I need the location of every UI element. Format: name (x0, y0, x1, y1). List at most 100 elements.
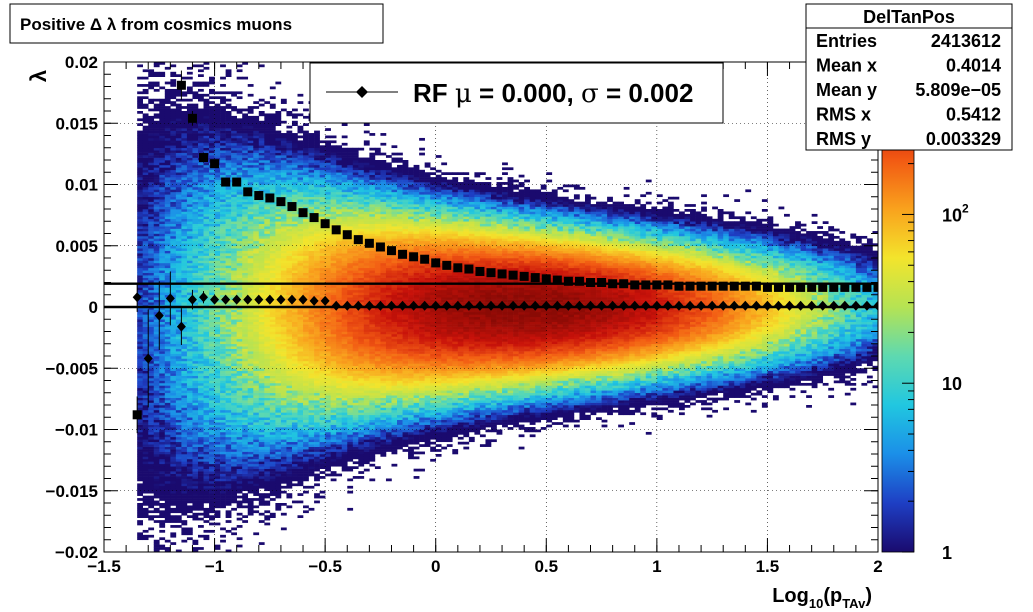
heatmap-cell (159, 235, 166, 239)
heatmap-cell (214, 189, 221, 193)
heatmap-cell (175, 302, 182, 305)
heatmap-cell (170, 461, 177, 465)
heatmap-cell (297, 338, 304, 342)
heatmap-cell (175, 395, 182, 398)
heatmap-cell (175, 314, 182, 318)
heatmap-cell (209, 260, 215, 264)
heatmap-cell (242, 360, 249, 364)
heatmap-cell (291, 343, 298, 347)
heatmap-cell (214, 287, 221, 291)
heatmap-cell (142, 478, 149, 482)
heatmap-cell (225, 221, 232, 224)
heatmap-cell (225, 348, 232, 352)
heatmap-cell (236, 145, 243, 149)
heatmap-cell (153, 196, 160, 200)
heatmap-cell (186, 321, 193, 325)
heatmap-cell (253, 133, 260, 136)
heatmap-cell (186, 289, 193, 293)
heatmap-cell (142, 483, 149, 487)
heatmap-cell (142, 515, 149, 518)
heatmap-cell (247, 172, 254, 175)
heatmap-cell (264, 382, 271, 386)
heatmap-cell (175, 390, 182, 394)
heatmap-cell (291, 142, 298, 146)
heatmap-cell (153, 356, 160, 359)
heatmap-cell (269, 233, 276, 237)
heatmap-cell (280, 360, 287, 364)
heatmap-cell (153, 260, 160, 264)
heatmap-cell (220, 488, 226, 492)
heatmap-cell (203, 458, 210, 462)
heatmap-cell (209, 431, 215, 435)
heatmap-cell (170, 248, 177, 251)
heatmap-cell (209, 493, 215, 496)
heatmap-cell (186, 199, 193, 202)
heatmap-cell (258, 113, 265, 117)
heatmap-cell (258, 189, 265, 193)
heatmap-cell (220, 405, 226, 408)
heatmap-cell (181, 113, 188, 117)
heatmap-cell (170, 454, 177, 457)
heatmap-cell (164, 106, 171, 109)
heatmap-cell (209, 111, 215, 114)
heatmap-cell (236, 262, 243, 266)
heatmap-cell (280, 338, 287, 342)
heatmap-cell (247, 231, 254, 234)
heatmap-cell (137, 444, 143, 447)
heatmap-cell (220, 240, 226, 244)
heatmap-cell (153, 287, 160, 291)
heatmap-cell (164, 483, 171, 487)
heatmap-cell (214, 397, 221, 401)
heatmap-cell (297, 346, 304, 349)
heatmap-cell (203, 500, 210, 504)
heatmap-cell (258, 358, 265, 362)
heatmap-cell (269, 498, 276, 501)
heatmap-cell (175, 216, 182, 220)
heatmap-cell (275, 343, 282, 347)
heatmap-cell (214, 417, 221, 420)
heatmap-cell (137, 243, 143, 247)
heatmap-cell (258, 471, 265, 474)
heatmap-cell (286, 458, 293, 462)
heatmap-cell (148, 485, 155, 489)
heatmap-cell (247, 162, 254, 166)
heatmap-cell (286, 397, 293, 401)
heatmap-cell (258, 390, 265, 394)
heatmap-cell (159, 292, 166, 296)
heatmap-cell (159, 106, 166, 109)
heatmap-cell (197, 466, 204, 469)
heatmap-cell (159, 488, 166, 492)
heatmap-cell (153, 488, 160, 492)
heatmap-cell (220, 309, 226, 313)
heatmap-cell (153, 74, 160, 77)
heatmap-cell (220, 478, 226, 482)
heatmap-cell (192, 449, 199, 452)
heatmap-cell (242, 238, 249, 242)
heatmap-cell (181, 405, 188, 408)
heatmap-cell (214, 468, 221, 472)
heatmap-cell (258, 466, 265, 469)
heatmap-cell (280, 108, 287, 112)
heatmap-cell (192, 218, 199, 222)
heatmap-cell (280, 248, 287, 251)
heatmap-cell (137, 537, 143, 541)
heatmap-cell (269, 309, 276, 313)
heatmap-cell (209, 189, 215, 193)
heatmap-cell (197, 478, 204, 482)
heatmap-cell (225, 189, 232, 193)
heatmap-cell (269, 231, 276, 234)
heatmap-cell (236, 414, 243, 418)
heatmap-cell (142, 287, 149, 291)
heatmap-cell (236, 201, 243, 205)
heatmap-cell (247, 498, 254, 501)
heatmap-cell (175, 191, 182, 195)
heatmap-cell (153, 311, 160, 315)
heatmap-cell (203, 299, 210, 303)
heatmap-cell (214, 363, 221, 367)
heatmap-cell (137, 216, 143, 220)
heatmap-cell (175, 223, 182, 227)
heatmap-cell (164, 395, 171, 398)
heatmap-cell (247, 270, 254, 273)
heatmap-cell (247, 321, 254, 325)
heatmap-cell (214, 150, 221, 153)
